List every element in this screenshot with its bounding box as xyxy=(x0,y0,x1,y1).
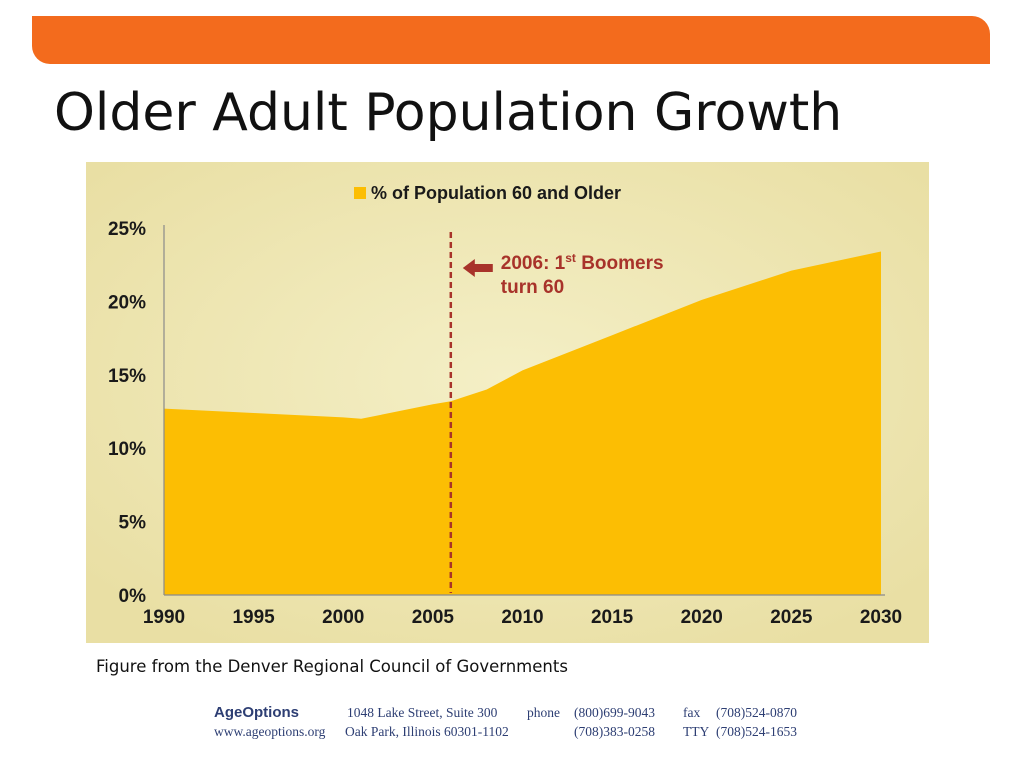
footer-phone2: (708)383-0258 xyxy=(574,724,655,739)
y-tick-label: 20% xyxy=(108,292,146,313)
y-tick-label: 25% xyxy=(108,219,146,240)
top-accent-band xyxy=(32,16,990,64)
x-tick-label: 2010 xyxy=(501,607,543,628)
y-tick-label: 15% xyxy=(108,366,146,387)
x-tick-label: 2020 xyxy=(681,607,723,628)
footer-address-line2: Oak Park, Illinois 60301-1102 xyxy=(345,724,509,739)
series-area-population-60-plus xyxy=(164,251,881,595)
footer-website-link[interactable]: www.ageoptions.org xyxy=(214,724,326,739)
legend-label: % of Population 60 and Older xyxy=(371,183,621,203)
x-tick-label: 2030 xyxy=(860,607,902,628)
y-tick-label: 0% xyxy=(119,586,147,607)
slide-title: Older Adult Population Growth xyxy=(54,83,843,143)
x-tick-label: 2000 xyxy=(322,607,364,628)
y-tick-label: 5% xyxy=(119,513,147,534)
footer-address-line1: 1048 Lake Street, Suite 300 xyxy=(347,705,498,720)
annotation-arrow-icon xyxy=(462,259,493,277)
annotation-text-superscript: st xyxy=(565,251,576,265)
x-tick-label: 1990 xyxy=(143,607,185,628)
x-tick-label: 2015 xyxy=(591,607,634,628)
figure-caption: Figure from the Denver Regional Council … xyxy=(96,657,568,676)
annotation-text-line1: 2006: 1st Boomers xyxy=(501,251,664,274)
footer-brand: AgeOptions xyxy=(214,704,299,721)
x-tick-label: 2025 xyxy=(770,607,813,628)
footer-fax-label: fax xyxy=(683,705,701,720)
footer-fax: (708)524-0870 xyxy=(716,705,797,720)
chart-panel: 0% 5% 10% 15% 20% 25% 1990 1995 2000 2005 2010 2015… xyxy=(86,162,929,643)
annotation-text-suffix: Boomers xyxy=(576,253,664,274)
annotation-text-prefix: 2006: 1 xyxy=(501,253,566,274)
y-tick-label: 10% xyxy=(108,439,146,460)
annotation-text-line2: turn 60 xyxy=(501,277,564,298)
legend-swatch xyxy=(354,187,366,199)
area-chart: 0% 5% 10% 15% 20% 25% 1990 1995 2000 2005 2010 2015… xyxy=(86,162,929,643)
x-tick-label: 2005 xyxy=(412,607,455,628)
x-tick-label: 1995 xyxy=(232,607,275,628)
footer-phone1: (800)699-9043 xyxy=(574,705,655,720)
footer-phone-label: phone xyxy=(527,705,560,720)
footer-tty-label: TTY xyxy=(683,724,710,739)
footer-tty: (708)524-1653 xyxy=(716,724,797,739)
